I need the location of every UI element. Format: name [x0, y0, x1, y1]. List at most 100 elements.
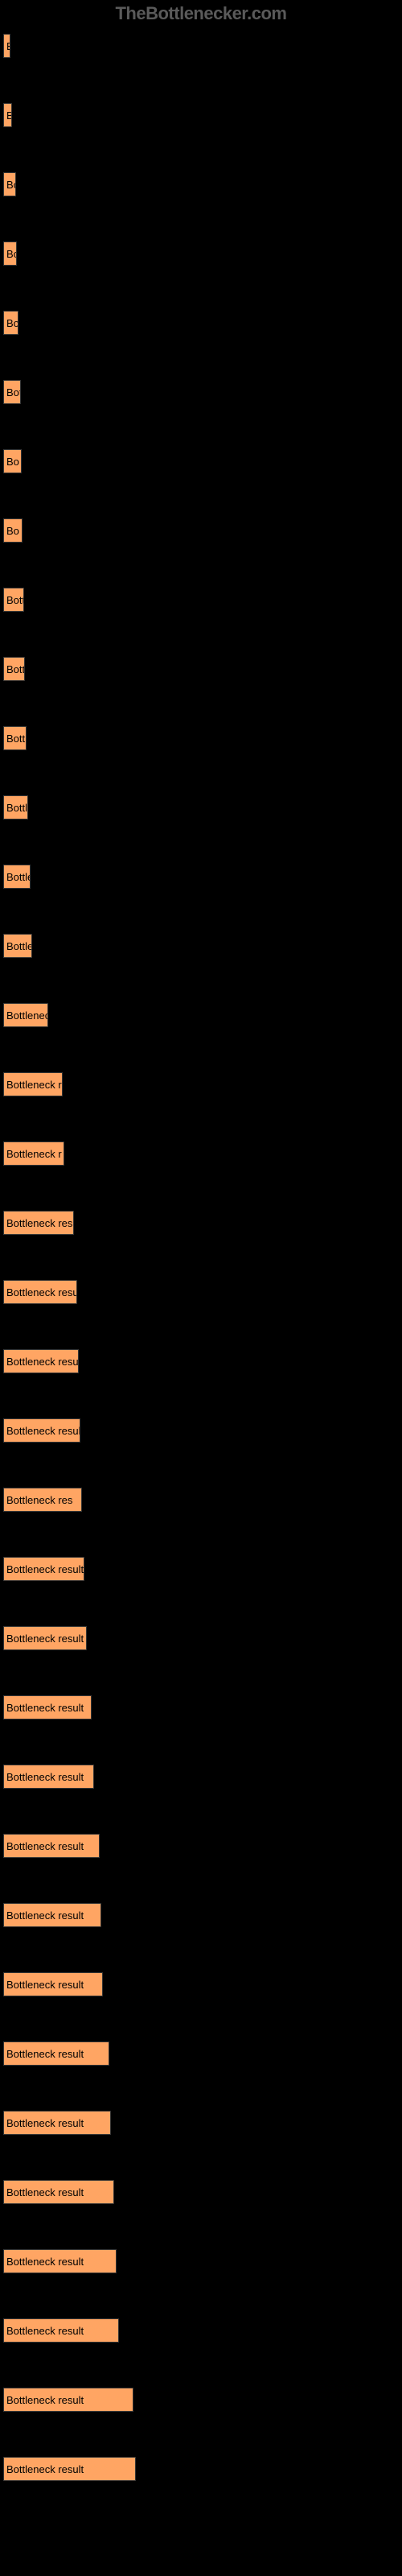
bar-label: Bottleneck: [6, 1009, 48, 1022]
bar-label: Bottleneck result: [6, 1909, 84, 1922]
chart-row: Bottle: [3, 865, 399, 889]
chart-bar: B: [3, 103, 12, 127]
chart-row: Bottleneck result: [3, 1280, 399, 1304]
watermark-text: TheBottlenecker.com: [0, 0, 402, 27]
chart-bar: Bottleneck r: [3, 1141, 64, 1166]
bottleneck-bar-chart: B B Bo Bo Bo Bot Bo Bo Bott Bott Bottl Bottle Bottle…: [0, 27, 402, 2542]
chart-bar: Bottle: [3, 865, 31, 889]
chart-bar: Bo: [3, 449, 22, 473]
chart-bar: Bottleneck result: [3, 1626, 87, 1650]
chart-row: Bottleneck result: [3, 2180, 399, 2204]
chart-row: B: [3, 103, 399, 127]
chart-bar: Bottleneck result: [3, 1903, 101, 1927]
bar-label: Bottleneck res: [6, 1494, 72, 1506]
chart-bar: Bo: [3, 518, 23, 543]
chart-bar: Bottle: [3, 934, 32, 958]
bar-label: Bottleneck result: [6, 1771, 84, 1783]
bar-label: Bo: [6, 456, 19, 468]
bar-label: Bo: [6, 248, 17, 260]
bar-label: Bottleneck result: [6, 2048, 84, 2060]
chart-bar: Bottleneck res: [3, 1072, 63, 1096]
bar-label: B: [6, 109, 12, 122]
chart-bar: Bottleneck result: [3, 2318, 119, 2343]
bar-label: Bottleneck result: [6, 1563, 84, 1575]
chart-bar: Bottleneck result: [3, 1557, 84, 1581]
chart-row: Bottleneck result: [3, 1211, 399, 1235]
chart-row: Bottleneck result: [3, 1834, 399, 1858]
chart-row: Bott: [3, 588, 399, 612]
chart-bar: Bott: [3, 588, 24, 612]
bar-label: Bott: [6, 663, 25, 675]
chart-bar: Bottl: [3, 726, 27, 750]
bar-label: Bottleneck result: [6, 1633, 84, 1645]
bar-label: Bo: [6, 317, 18, 329]
chart-row: Bottleneck result: [3, 1972, 399, 1996]
chart-row: Bottleneck result: [3, 1557, 399, 1581]
bar-label: Bottl: [6, 733, 27, 745]
bar-label: Bottleneck result: [6, 2394, 84, 2406]
chart-bar: Bo: [3, 172, 16, 196]
chart-row: Bott: [3, 657, 399, 681]
bar-label: Bo: [6, 179, 16, 191]
chart-row: B: [3, 34, 399, 58]
bar-label: Bottleneck result: [6, 1702, 84, 1714]
bar-label: Bottleneck result: [6, 2186, 84, 2198]
chart-bar: Bottleneck result: [3, 2457, 136, 2481]
chart-bar: Bottleneck res: [3, 1488, 82, 1512]
chart-row: Bottle: [3, 934, 399, 958]
chart-bar: Bottleneck result: [3, 2180, 114, 2204]
chart-bar: Bottle: [3, 795, 28, 819]
chart-row: Bottleneck result: [3, 1349, 399, 1373]
chart-row: Bottleneck result: [3, 1695, 399, 1719]
chart-bar: Bottleneck result: [3, 2041, 109, 2066]
bar-label: Bottle: [6, 802, 28, 814]
chart-row: Bottleneck result: [3, 1765, 399, 1789]
chart-row: Bo: [3, 242, 399, 266]
chart-bar: B: [3, 34, 10, 58]
chart-row: Bottleneck: [3, 1003, 399, 1027]
chart-row: Bo: [3, 518, 399, 543]
chart-bar: Bottleneck result: [3, 2111, 111, 2135]
chart-bar: Bottleneck result: [3, 1695, 92, 1719]
chart-bar: Bottleneck result: [3, 2388, 133, 2412]
chart-bar: Bottleneck: [3, 1003, 48, 1027]
chart-bar: Bottleneck result: [3, 1211, 74, 1235]
chart-row: Bo: [3, 172, 399, 196]
chart-row: Bottleneck res: [3, 1072, 399, 1096]
chart-row: Bottleneck result: [3, 2041, 399, 2066]
bar-label: Bottle: [6, 940, 32, 952]
bar-label: Bottleneck result: [6, 1217, 74, 1229]
chart-row: Bottleneck result: [3, 1626, 399, 1650]
chart-bar: Bottleneck result: [3, 1972, 103, 1996]
chart-row: Bottl: [3, 726, 399, 750]
chart-bar: Bottleneck result: [3, 1834, 100, 1858]
bar-label: Bott: [6, 594, 24, 606]
chart-bar: Bo: [3, 311, 18, 335]
chart-row: Bottle: [3, 795, 399, 819]
chart-row: Bottleneck result: [3, 1903, 399, 1927]
bar-label: Bo: [6, 525, 19, 537]
chart-bar: Bottleneck result: [3, 1418, 80, 1443]
chart-row: Bot: [3, 380, 399, 404]
chart-row: Bottleneck result: [3, 2318, 399, 2343]
chart-row: Bottleneck result: [3, 1418, 399, 1443]
bar-label: Bottleneck result: [6, 1840, 84, 1852]
chart-row: Bottleneck r: [3, 1141, 399, 1166]
bar-label: Bottleneck result: [6, 1286, 77, 1298]
chart-row: Bottleneck result: [3, 2457, 399, 2481]
chart-bar: Bot: [3, 380, 21, 404]
bar-label: Bottleneck result: [6, 1425, 80, 1437]
chart-row: Bottleneck result: [3, 2111, 399, 2135]
chart-bar: Bottleneck result: [3, 1349, 79, 1373]
bar-label: Bottle: [6, 871, 31, 883]
chart-bar: Bo: [3, 242, 17, 266]
bar-label: Bottleneck result: [6, 1356, 79, 1368]
bar-label: Bottleneck result: [6, 2325, 84, 2337]
bar-label: Bottleneck result: [6, 1979, 84, 1991]
chart-bar: Bottleneck result: [3, 1765, 94, 1789]
bar-label: Bottleneck res: [6, 1079, 63, 1091]
chart-row: Bottleneck res: [3, 1488, 399, 1512]
chart-bar: Bottleneck result: [3, 2249, 117, 2273]
bar-label: B: [6, 40, 10, 52]
chart-bar: Bott: [3, 657, 25, 681]
